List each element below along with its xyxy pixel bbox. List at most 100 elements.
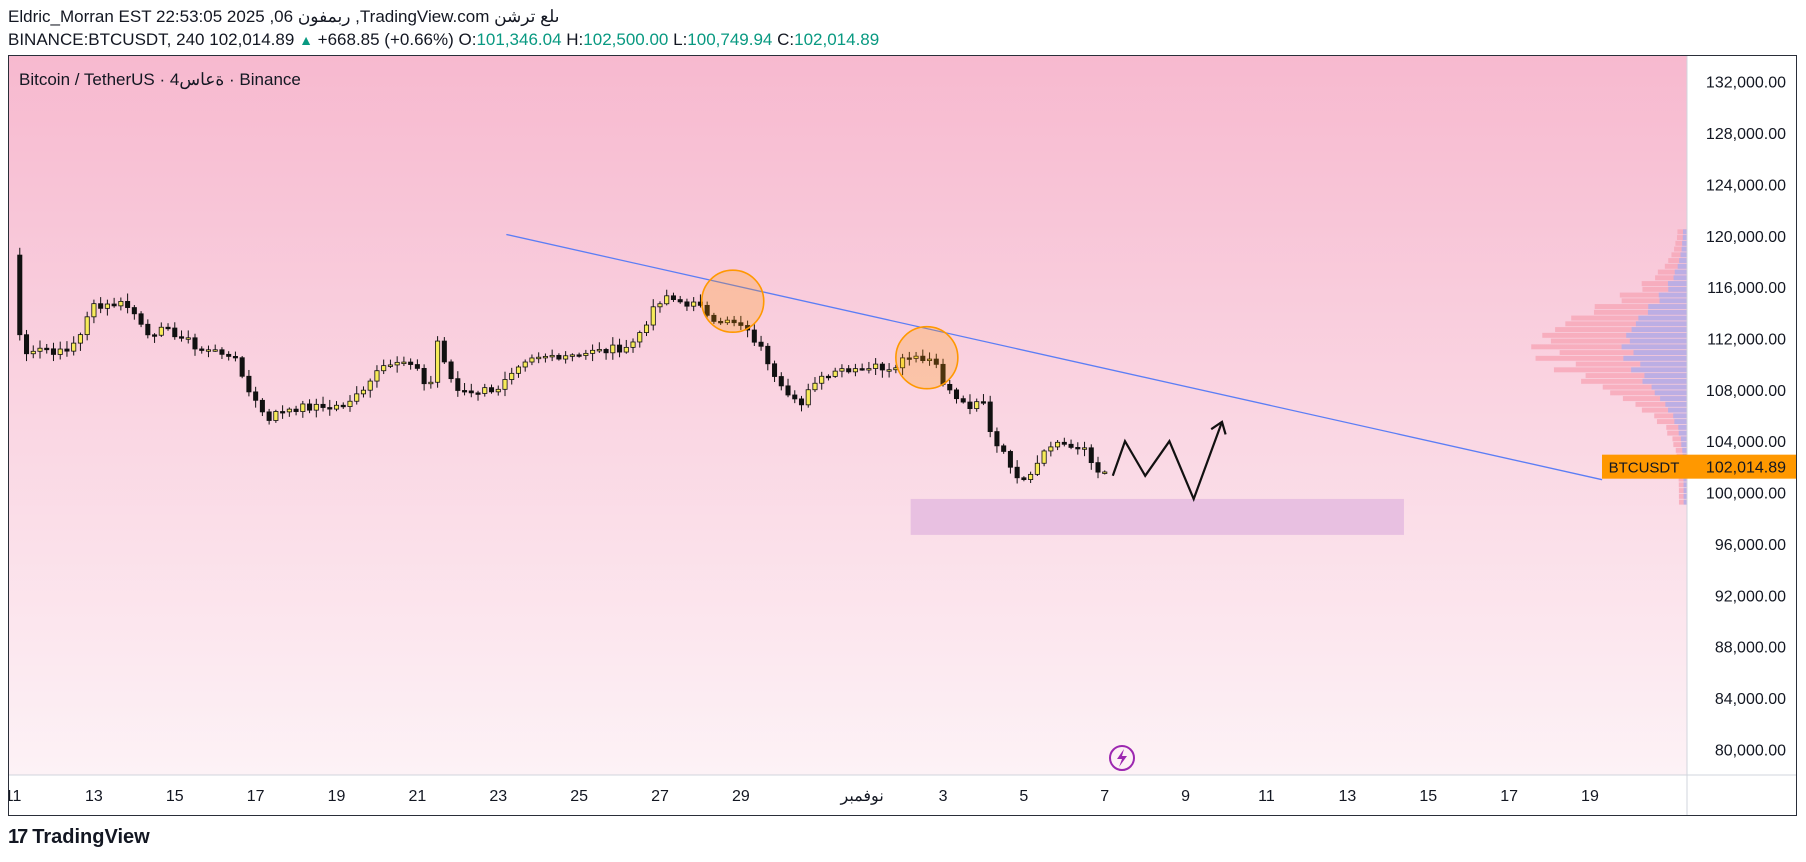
y-tick-label: 104,000.00 [1706,434,1786,451]
candle-body [273,411,279,421]
candle-body [64,348,70,352]
candle-body [118,300,124,307]
candle [590,344,596,362]
projection-path[interactable] [1111,421,1224,503]
tradingview-logo[interactable]: 17 TradingView [8,826,150,849]
lightning-icon[interactable] [1109,745,1135,771]
candle-body [664,295,670,305]
trendline[interactable] [506,233,1603,481]
candle [320,396,326,412]
candle-body [333,404,340,410]
volume-profile-bar [1678,493,1687,499]
candle [192,333,198,356]
candle-body [24,334,30,355]
x-tick-label: 13 [85,788,103,805]
candle-body [610,344,616,354]
volume-profile-bar [1664,263,1687,269]
candle [266,408,272,425]
candle-body [927,358,933,361]
volume-profile-bar-up [1681,246,1687,252]
candle-body [495,388,501,393]
x-tick-label: 25 [570,788,588,805]
candle-body [987,401,993,432]
volume-profile-bar-up [1633,350,1687,356]
support-zone[interactable] [910,498,1404,535]
candle [1001,443,1007,454]
candle [98,297,104,314]
candle-body [704,304,710,316]
x-tick-label: 13 [1338,788,1356,805]
y-tick-label: 128,000.00 [1706,126,1786,143]
candle-body [347,400,353,407]
volume-profile-bar [1673,442,1687,448]
low-label: L: [673,30,688,49]
candle-body [98,303,104,309]
candle-body [71,342,77,352]
highlight-circle[interactable] [700,269,765,334]
x-tick-label: 23 [489,788,507,805]
volume-profile-bar [1621,298,1687,304]
candle-body [839,368,845,372]
candle-body [1014,466,1020,479]
y-tick-label: 124,000.00 [1706,177,1786,194]
y-tick-label: 80,000.00 [1715,742,1786,759]
symbol-interval: BINANCE:BTCUSDT, 240 [8,30,205,49]
candle-body [677,299,683,303]
volume-profile-bar [1610,390,1687,396]
candle [172,322,178,340]
volume-profile-bar [1675,447,1687,453]
candle [778,372,784,391]
volume-profile-bar-up [1677,263,1687,269]
candle-body [906,357,912,360]
candle-body [947,383,953,391]
candle-body [1007,451,1013,468]
x-tick-label: 19 [1581,788,1599,805]
candle-body [205,349,211,352]
candle-body [637,332,643,343]
volume-profile-bar [1565,321,1687,327]
chart-canvas[interactable]: 132,000.00 128,000.00 124,000.00 120,000.00… [9,56,1797,816]
high-label: H: [566,30,584,49]
brand-name: TradingView [32,826,150,848]
candle [819,371,825,390]
candle-body [522,361,528,368]
volume-profile-bar [1655,275,1687,281]
current-price-tag-symbol-bg [1602,454,1687,479]
candle-body [967,401,973,410]
candle-body [1001,445,1007,452]
candle [947,379,953,394]
candle-body [563,355,569,360]
candle [650,299,656,331]
candle-body [630,341,636,348]
candle-body [1061,441,1067,445]
highlight-circle[interactable] [895,325,959,390]
candle [125,293,131,314]
candle [152,333,158,343]
candle [906,351,912,366]
candle-body [387,364,393,367]
volume-profile-bar [1656,419,1687,425]
candle [724,316,730,325]
volume-profile-bar-up [1681,442,1687,448]
candle [630,338,636,353]
candle [367,378,373,398]
candle-body [583,352,589,356]
candle [798,395,805,412]
candle [933,353,939,369]
candle-body [111,303,117,307]
volume-profile-bar [1671,252,1687,258]
candle-body [381,365,387,372]
candle-body [360,389,366,395]
candle [1068,439,1074,450]
high-value: 102,500.00 [583,30,669,49]
candle-body [765,345,771,365]
candle-body [832,370,838,377]
chart-frame[interactable]: 132,000.00 128,000.00 124,000.00 120,000.00… [8,55,1797,816]
candle-body [138,313,144,325]
candle-body [280,411,286,414]
candle [185,330,191,344]
tradingview-logo-icon: 17 [8,826,28,848]
y-tick-label: 96,000.00 [1715,537,1786,554]
x-tick-label: 27 [651,788,669,805]
candle-body [17,254,23,336]
